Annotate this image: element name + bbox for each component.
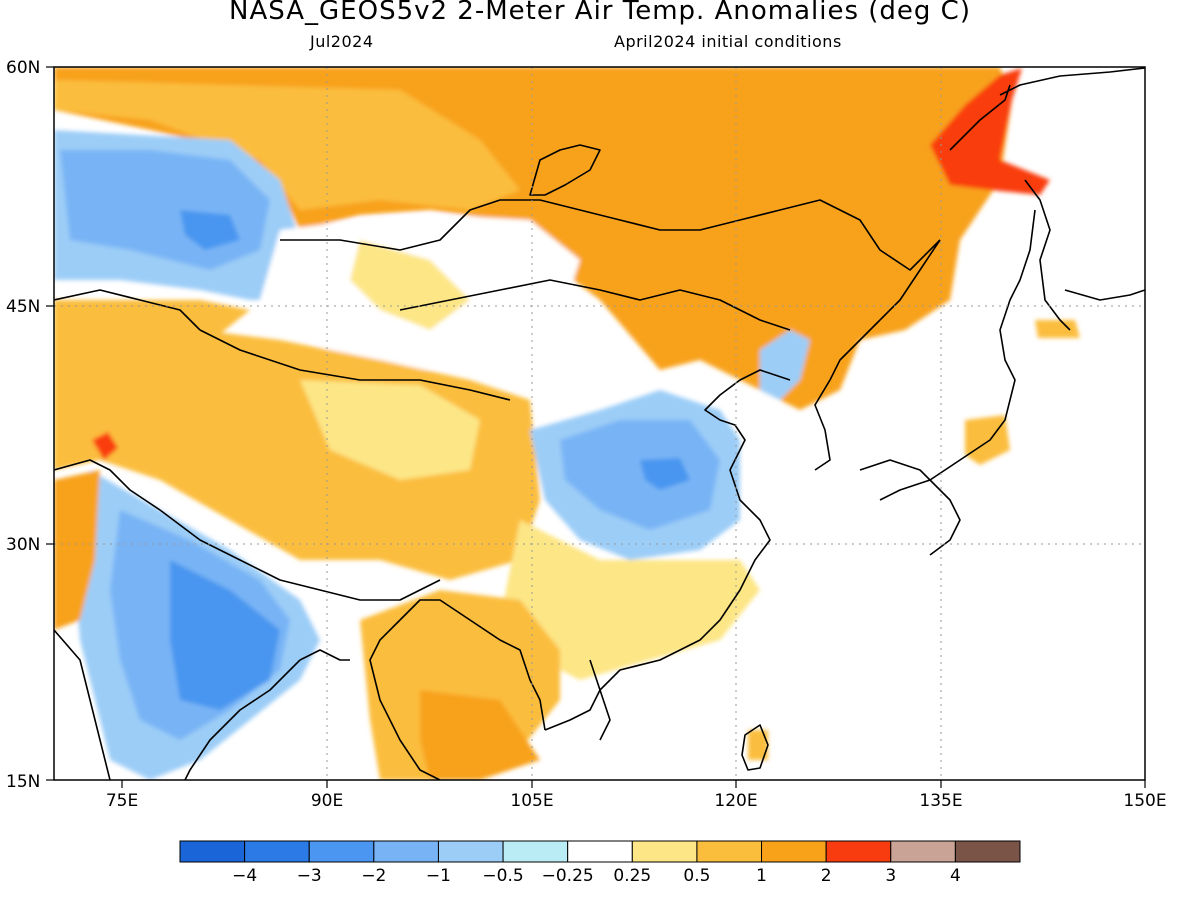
colorbar-swatch [954, 840, 1021, 863]
lat-label-60n: 60N [6, 58, 40, 78]
colorbar-swatch [761, 840, 827, 863]
region-north-light [54, 80, 520, 210]
colorbar-tick-label: −0.5 [482, 866, 523, 886]
region-west-warm [54, 470, 100, 630]
colorbar-tick-label: 2 [821, 866, 832, 886]
map-title: NASA_GEOS5v2 2-Meter Air Temp. Anomalies… [229, 0, 971, 26]
region-tibet-light [300, 380, 480, 480]
region-gobi-yellow [350, 240, 470, 330]
colorbar-tick-label: −0.25 [542, 866, 594, 886]
colorbar-tick-label: −4 [232, 866, 257, 886]
lon-label-105e: 105E [510, 791, 553, 811]
coastlines [54, 67, 1145, 780]
colorbar-swatch [696, 840, 763, 863]
anomaly-field [54, 67, 1145, 780]
colorbar-tick-label: −1 [426, 866, 451, 886]
region-south-china [500, 520, 760, 680]
colorbar-swatch [244, 840, 310, 863]
colorbar-swatch [437, 840, 504, 863]
colorbar-tick-label: 4 [950, 866, 961, 886]
lon-label-150e: 150E [1123, 791, 1166, 811]
region-india-deep [170, 560, 280, 710]
region-indochina-deep [420, 690, 540, 780]
colorbar-swatch [502, 840, 569, 863]
lat-label-45n: 45N [6, 297, 40, 317]
initial-conditions: April2024 initial conditions [614, 32, 842, 51]
region-taiwan-warm [748, 730, 768, 760]
colorbar-tick-label: 1 [756, 866, 767, 886]
colorbar-tick-label: −2 [361, 866, 386, 886]
colorbar-swatch [567, 840, 633, 863]
region-hokkaido-warm [1035, 320, 1080, 338]
lon-label-75e: 75E [106, 791, 138, 811]
region-okhotsk [930, 68, 1050, 195]
colorbar-tick-label: 0.25 [613, 866, 651, 886]
colorbar-tick-label: 0.5 [683, 866, 710, 886]
colorbar-swatch [890, 840, 956, 863]
lat-label-30n: 30N [6, 535, 40, 555]
region-east-china-core [560, 420, 720, 530]
lon-label-120e: 120E [714, 791, 757, 811]
colorbar-swatch [825, 840, 892, 863]
colorbar-swatch [631, 840, 698, 863]
lon-label-90e: 90E [311, 791, 343, 811]
colorbar-tick-label: −3 [297, 866, 322, 886]
lat-label-15n: 15N [6, 772, 40, 792]
lon-label-135e: 135E [919, 791, 962, 811]
plot-frame [53, 66, 1146, 781]
region-central-asia [54, 300, 250, 400]
colorbar-tick-label: 3 [885, 866, 896, 886]
colorbar-swatch [373, 840, 439, 863]
colorbar-labels: −4 −3 −2 −1 −0.5 −0.25 0.25 0.5 1 2 3 4 [232, 866, 961, 886]
region-east-china-deep [640, 458, 690, 490]
colorbar-swatch [179, 840, 246, 863]
colorbar-swatch [308, 840, 375, 863]
region-ne-china [760, 330, 810, 400]
forecast-month: Jul2024 [310, 32, 374, 51]
region-hotspot [92, 432, 118, 460]
tick-marks [46, 66, 1146, 788]
colorbar [179, 840, 1021, 863]
region-kazakhstan-deep [180, 210, 240, 250]
